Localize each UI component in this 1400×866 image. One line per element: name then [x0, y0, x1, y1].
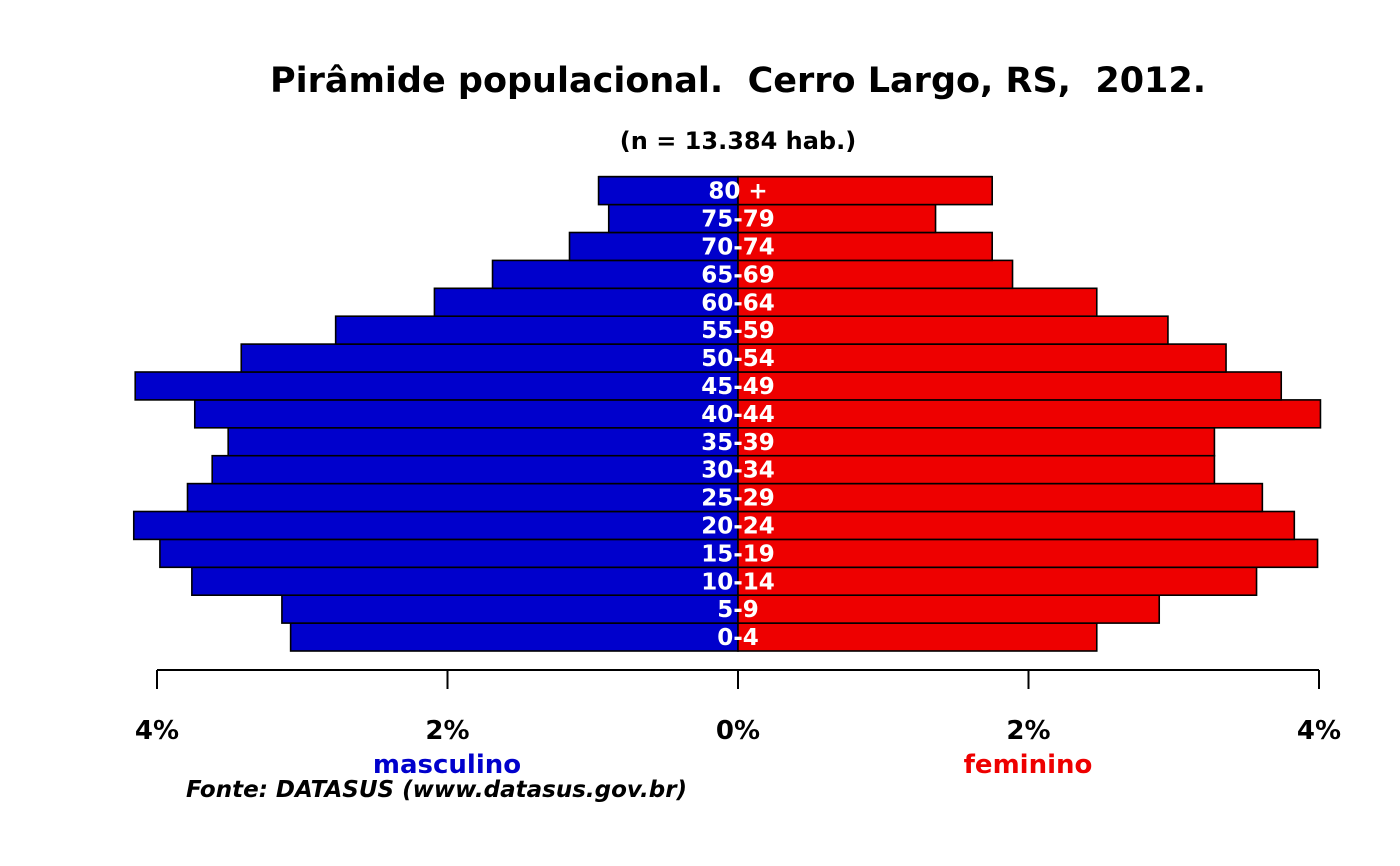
female-label: feminino: [964, 750, 1093, 780]
age-group-label: 45-49: [701, 374, 775, 400]
bar-female-10-14: [737, 566, 1258, 596]
x-tick-label: 4%: [135, 716, 179, 746]
chart-subtitle: (n = 13.384 hab.): [620, 127, 856, 155]
age-group-label: 15-19: [701, 541, 775, 567]
x-tick-label: 0%: [716, 716, 760, 746]
bar-female-15-19: [737, 538, 1319, 569]
x-tick-label: 2%: [425, 716, 469, 746]
bar-female-25-29: [737, 482, 1264, 513]
age-group-label: 10-14: [701, 569, 775, 595]
age-group-label: 80 +: [708, 179, 767, 205]
bar-female-35-39: [737, 426, 1216, 457]
bar-female-65-69: [737, 259, 1014, 290]
age-group-label: 50-54: [701, 346, 775, 372]
x-tick-label: 2%: [1006, 716, 1050, 746]
bar-male-15-19: [159, 538, 739, 569]
chart-title: Pirâmide populacional. Cerro Largo, RS, …: [270, 61, 1206, 101]
bar-female-0-4: [737, 622, 1098, 652]
bar-male-60-64: [433, 287, 739, 317]
bar-male-40-44: [193, 399, 739, 429]
bar-male-25-29: [186, 482, 739, 513]
bar-male-20-24: [132, 510, 739, 541]
x-axis: 4% 2% 0% 2% 4%: [135, 669, 1341, 746]
bars-layer: [132, 175, 1322, 652]
age-group-label: 5-9: [717, 597, 759, 623]
bar-male-5-9: [281, 594, 739, 624]
age-group-label: 25-29: [701, 486, 775, 512]
bar-female-30-34: [737, 454, 1216, 485]
source-note: Fonte: DATASUS (www.datasus.gov.br): [186, 777, 687, 803]
age-group-label: 40-44: [701, 402, 775, 428]
bar-female-75-79: [737, 203, 937, 234]
age-group-label: 0-4: [717, 625, 759, 651]
bar-female-70-74: [737, 231, 993, 262]
bar-female-5-9: [737, 594, 1161, 624]
bar-female-55-59: [737, 315, 1169, 345]
bar-male-0-4: [289, 622, 739, 652]
age-group-label: 75-79: [701, 207, 775, 233]
bar-female-80: [737, 175, 993, 206]
bar-female-45-49: [737, 371, 1283, 401]
age-labels-layer: 0-45-910-1415-1920-2425-2930-3435-3940-4…: [701, 179, 775, 651]
bar-male-50-54: [240, 343, 739, 373]
bar-male-55-59: [334, 315, 739, 345]
bar-male-45-49: [134, 371, 739, 401]
bar-male-30-34: [211, 454, 739, 485]
age-group-label: 20-24: [701, 513, 775, 539]
age-group-label: 55-59: [701, 318, 775, 344]
bar-female-20-24: [737, 510, 1296, 541]
bar-female-50-54: [737, 343, 1227, 373]
bar-female-40-44: [737, 399, 1322, 429]
age-group-label: 65-69: [701, 262, 775, 288]
bar-male-35-39: [227, 426, 739, 457]
age-group-label: 60-64: [701, 290, 775, 316]
age-group-label: 35-39: [701, 430, 775, 456]
bar-female-60-64: [737, 287, 1098, 317]
bar-male-70-74: [568, 231, 739, 262]
age-group-label: 30-34: [701, 458, 775, 484]
age-group-label: 70-74: [701, 234, 775, 260]
bar-male-65-69: [491, 259, 739, 290]
bar-male-10-14: [191, 566, 739, 596]
male-label: masculino: [373, 750, 521, 780]
x-tick-label: 4%: [1297, 716, 1341, 746]
